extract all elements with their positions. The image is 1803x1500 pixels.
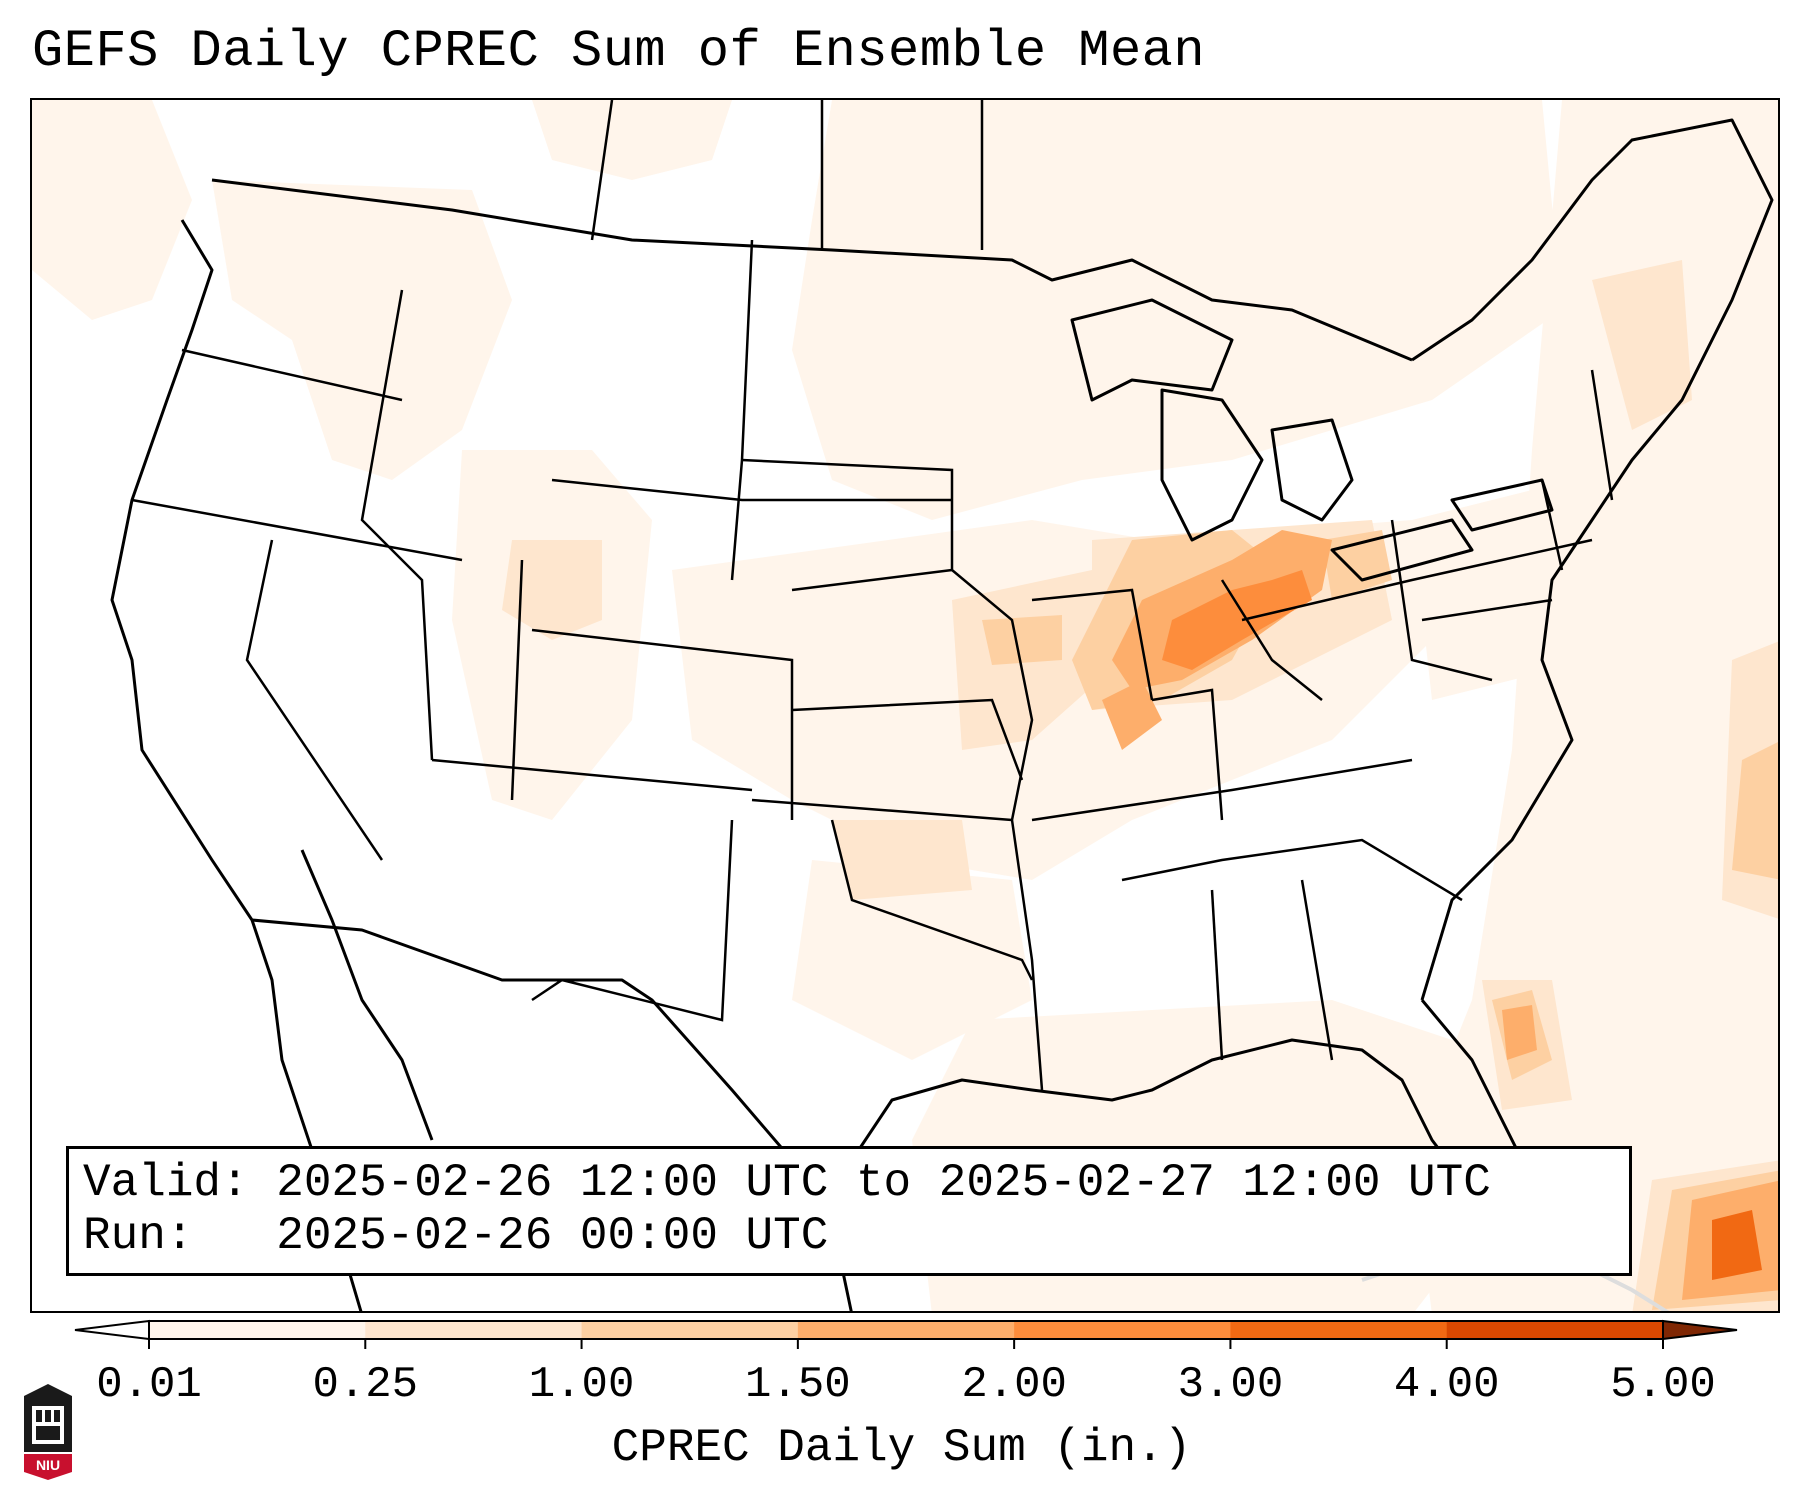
- chart-title: GEFS Daily CPREC Sum of Ensemble Mean: [32, 22, 1206, 81]
- colorbar-segment: [1446, 1321, 1664, 1339]
- colorbar-tick-label: 5.00: [1610, 1360, 1716, 1410]
- colorbar-segment: [797, 1321, 1015, 1339]
- colorbar-tick-label: 0.01: [96, 1360, 202, 1410]
- niu-logo: NIU: [24, 1384, 72, 1480]
- colorbar-over-arrow: [1662, 1319, 1738, 1341]
- precip-shading: [32, 100, 1778, 1311]
- colorbar: [74, 1319, 1738, 1349]
- run-value: 2025-02-26 00:00 UTC: [276, 1210, 829, 1262]
- valid-value: 2025-02-26 12:00 UTC to 2025-02-27 12:00…: [276, 1157, 1491, 1209]
- logo-text: NIU: [36, 1457, 60, 1473]
- colorbar-under-arrow: [74, 1319, 150, 1341]
- colorbar-segment: [1230, 1321, 1448, 1339]
- colorbar-segment: [149, 1321, 366, 1339]
- run-label: Run:: [83, 1210, 194, 1262]
- valid-run-box: Valid: 2025-02-26 12:00 UTC to 2025-02-2…: [66, 1146, 1632, 1276]
- colorbar-outline: [148, 1320, 1664, 1340]
- colorbar-tick-label: 4.00: [1393, 1360, 1500, 1410]
- valid-label: Valid:: [83, 1157, 249, 1209]
- map-panel: [30, 98, 1780, 1313]
- colorbar-segment: [1014, 1321, 1231, 1339]
- colorbar-tick-label: 1.00: [528, 1360, 635, 1410]
- colorbar-tick-label: 1.50: [745, 1360, 851, 1410]
- colorbar-label: CPREC Daily Sum (in.): [611, 1422, 1192, 1474]
- colorbar-segment: [581, 1321, 799, 1339]
- colorbar-segments: [149, 1321, 1664, 1339]
- colorbar-tick-label: 2.00: [961, 1360, 1067, 1410]
- colorbar-tick-label: 0.25: [312, 1360, 419, 1410]
- colorbar-ticks: [148, 1339, 1664, 1349]
- colorbar-segment: [365, 1321, 583, 1339]
- precip-map: [32, 100, 1778, 1311]
- state-borders: [131, 100, 1614, 1091]
- colorbar-tick-label: 3.00: [1177, 1360, 1284, 1410]
